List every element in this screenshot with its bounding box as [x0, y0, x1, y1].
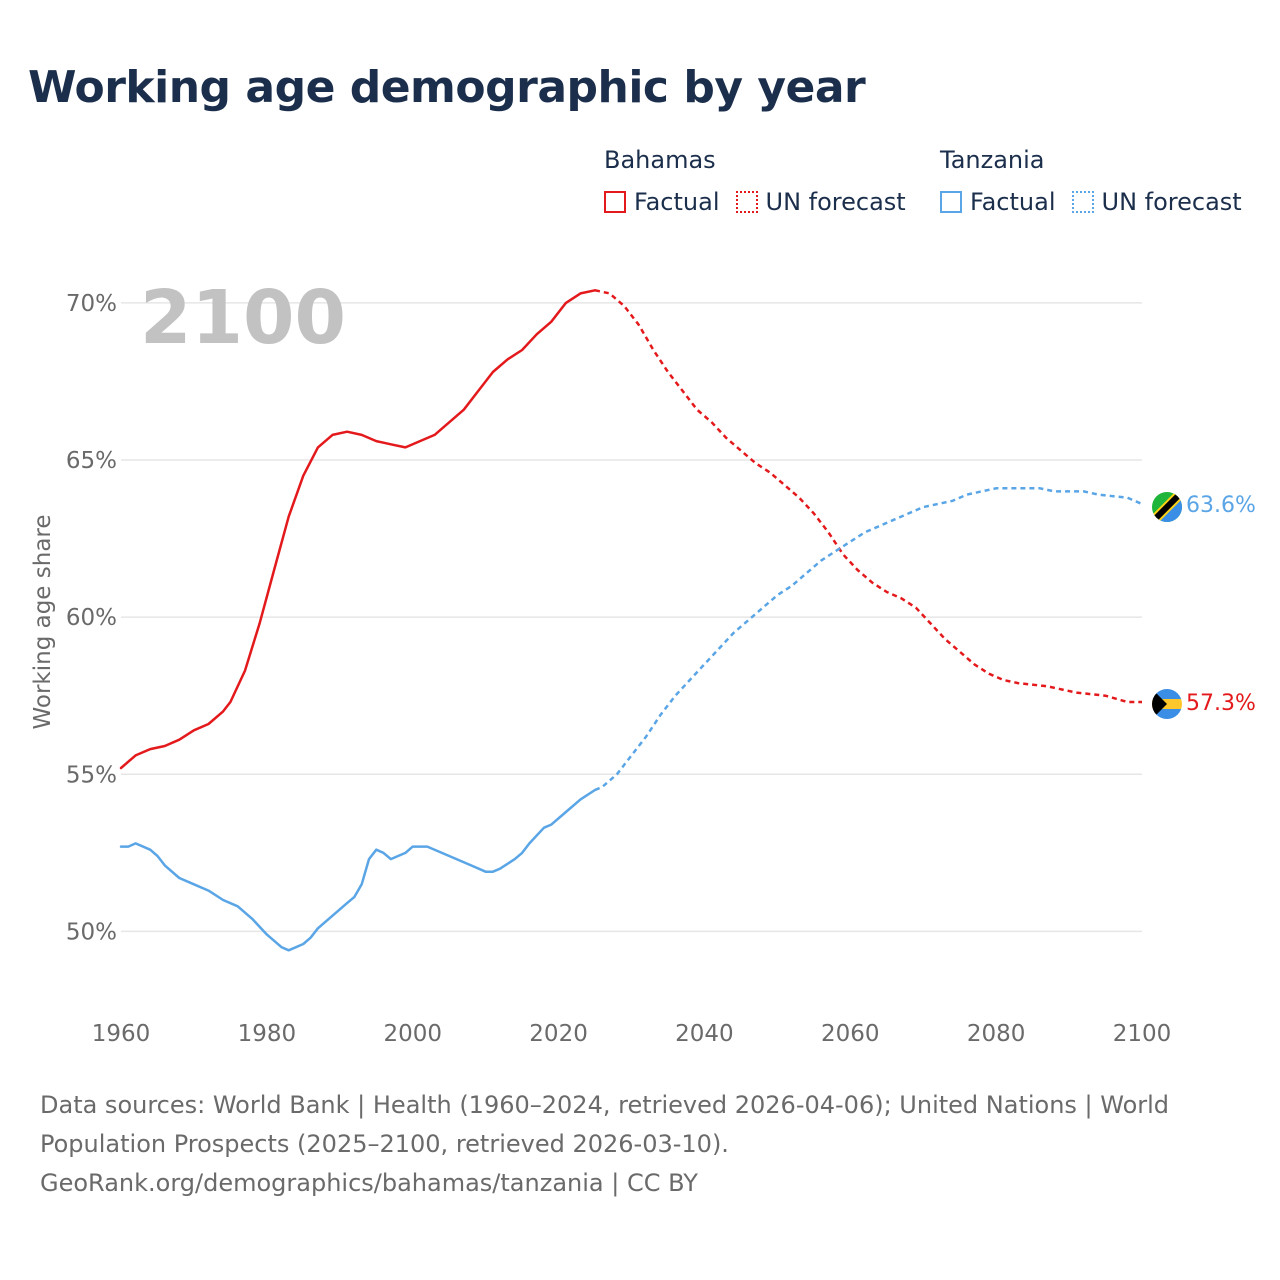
chart-title: Working age demographic by year — [28, 62, 866, 113]
y-tick-label: 50% — [66, 919, 117, 945]
bahamas-forecast-line — [594, 289, 1142, 704]
sources-text: Data sources: World Bank | Health (1960–… — [40, 1091, 1170, 1158]
footer-sources: Data sources: World Bank | Health (1960–… — [40, 1086, 1220, 1203]
legend-label-tanzania-factual: Factual — [970, 188, 1056, 216]
legend-item-bahamas-factual[interactable]: Factual — [604, 188, 720, 216]
bahamas-flag-icon — [1152, 689, 1182, 719]
x-tick-label: 2080 — [967, 1021, 1026, 1047]
legend-label-bahamas-forecast: UN forecast — [765, 188, 906, 216]
x-tick-label: 2040 — [675, 1021, 734, 1047]
tanzania-forecast-line — [594, 487, 1143, 792]
legend-item-tanzania-forecast[interactable]: UN forecast — [1071, 188, 1242, 216]
legend-label-tanzania-forecast: UN forecast — [1101, 188, 1242, 216]
legend-swatch-tanzania-forecast — [1071, 191, 1094, 213]
legend-label-bahamas-factual: Factual — [634, 188, 720, 216]
legend-item-bahamas-forecast[interactable]: UN forecast — [735, 188, 906, 216]
x-tick-label: 2060 — [821, 1021, 880, 1047]
x-tick-label: 2100 — [1113, 1021, 1172, 1047]
x-tick-label: 1960 — [92, 1021, 151, 1047]
legend-title-tanzania: Tanzania — [940, 146, 1045, 174]
legend-swatch-tanzania-factual — [940, 191, 962, 213]
y-tick-label: 55% — [66, 762, 117, 788]
y-tick-label: 70% — [66, 291, 117, 317]
legend-swatch-bahamas-factual — [604, 191, 626, 213]
bahamas-factual-line — [119, 289, 597, 770]
y-tick-label: 60% — [66, 605, 117, 631]
y-axis-label: Working age share — [30, 514, 56, 729]
tanzania-flag-icon — [1152, 492, 1182, 522]
legend-swatch-bahamas-forecast — [735, 191, 758, 213]
grid — [121, 302, 1142, 933]
tanzania-end-label: 63.6% — [1186, 493, 1256, 518]
x-tick-label: 1980 — [238, 1021, 297, 1047]
series — [119, 289, 1143, 952]
footer-link[interactable]: GeoRank.org/demographics/bahamas/tanzani… — [40, 1169, 698, 1197]
x-tick-label: 2020 — [529, 1021, 588, 1047]
bahamas-end-label: 57.3% — [1186, 691, 1256, 716]
year-label: 2100 — [140, 275, 346, 361]
tanzania-factual-line — [119, 788, 597, 952]
x-axis: 1960 1980 2000 2020 2040 2060 2080 2100 — [92, 1021, 1172, 1047]
x-tick-label: 2000 — [383, 1021, 442, 1047]
chart-area: 2100 50% 55% 60% 65% 70% 1960 1980 2000 2020 204… — [30, 275, 1256, 1047]
y-axis: 50% 55% 60% 65% 70% — [66, 291, 117, 946]
legend-title-bahamas: Bahamas — [604, 146, 716, 174]
y-tick-label: 65% — [66, 448, 117, 474]
legend-item-tanzania-factual[interactable]: Factual — [940, 188, 1056, 216]
